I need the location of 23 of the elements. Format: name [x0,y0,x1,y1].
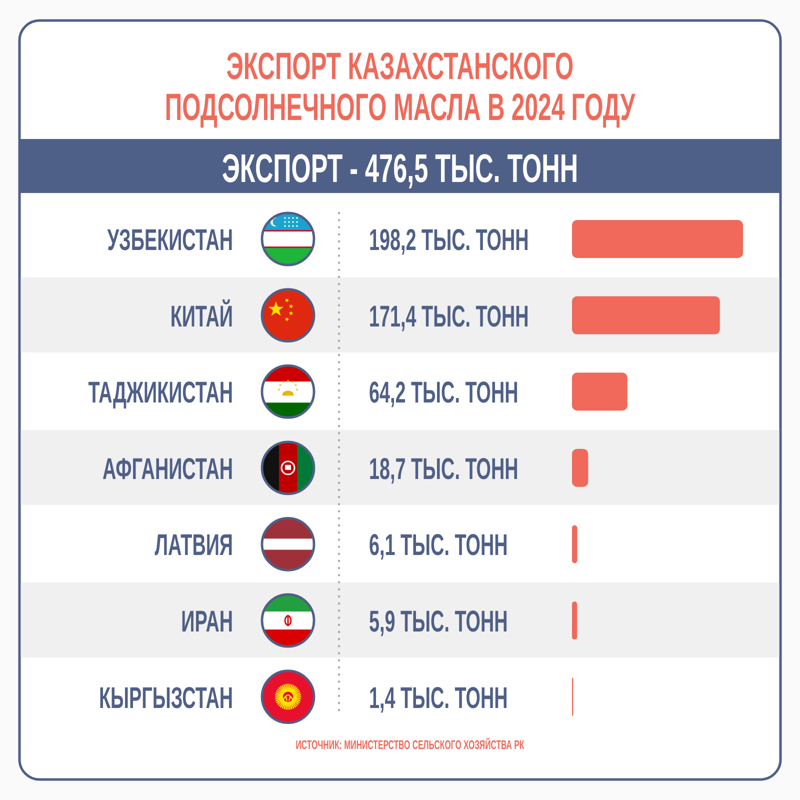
y-tick-label: ИРАН [181,605,233,639]
data-label: 171,4 ТЫС. ТОНН [369,300,529,334]
bar [572,296,720,334]
bar [572,602,578,640]
data-label: 18,7 ТЫС. ТОНН [369,452,518,486]
text: ИСТОЧНИК: МИНИСТЕРСТВО СЕЛЬСКОГО ХОЗЯЙСТВА РК [296,737,525,753]
data-label: 1,4 ТЫС. ТОНН [369,681,508,715]
bar [572,525,578,564]
y-tick-label: УЗБЕКИСТАН [107,224,233,258]
data-label: 64,2 ТЫС. ТОНН [369,376,518,410]
chart-subtitle: ЭКСПОРТ - 476,5 ТЫС. ТОНН [222,147,578,192]
y-tick-label: ЛАТВИЯ [154,528,233,562]
bar [572,220,743,258]
chart-title: ЭКСПОРТ КАЗАХСТАНСКОГО ПОДСОЛНЕЧНОГО МАСЛА В 2024 ГОДУ [164,44,636,128]
y-tick-label: КЫРГЫЗСТАН [98,681,233,715]
bar [572,448,588,487]
data-label: 6,1 ТЫС. ТОНН [369,528,508,562]
y-tick-label: АФГАНИСТАН [102,452,233,486]
bar [572,372,628,411]
data-label: 5,9 ТЫС. ТОНН [369,605,508,639]
data-label: 198,2 ТЫС. ТОНН [369,224,529,258]
y-tick-label: КИТАЙ [170,298,233,334]
y-tick-label: ТАДЖИКИСТАН [88,376,233,410]
